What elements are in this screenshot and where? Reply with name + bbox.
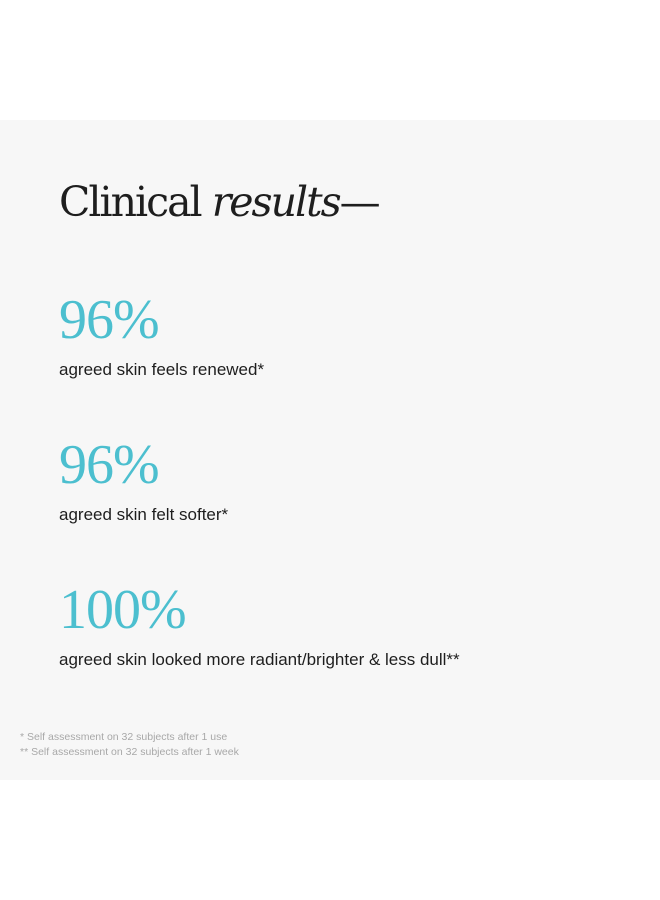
stat-radiant: 100% agreed skin looked more radiant/bri… bbox=[59, 582, 460, 670]
stat-label: agreed skin looked more radiant/brighter… bbox=[59, 650, 460, 669]
clinical-results-panel bbox=[0, 120, 660, 780]
stat-value: 96% bbox=[59, 434, 160, 496]
title-italic: results bbox=[211, 178, 342, 226]
footnote-2: ** Self assessment on 32 subjects after … bbox=[20, 746, 239, 758]
stat-label: agreed skin feels renewed* bbox=[59, 360, 265, 379]
stat-label: agreed skin felt softer* bbox=[59, 505, 229, 524]
footnote-1: * Self assessment on 32 subjects after 1… bbox=[20, 731, 228, 743]
stat-softer: 96% agreed skin felt softer* bbox=[59, 437, 228, 525]
title-dash: — bbox=[339, 178, 381, 226]
page-title: Clinical results— bbox=[59, 178, 381, 226]
title-main: Clinical bbox=[59, 178, 203, 226]
stat-value: 100% bbox=[59, 579, 187, 641]
footnotes: * Self assessment on 32 subjects after 1… bbox=[20, 730, 239, 760]
stat-renewed: 96% agreed skin feels renewed* bbox=[59, 292, 264, 380]
stat-value: 96% bbox=[59, 289, 160, 351]
